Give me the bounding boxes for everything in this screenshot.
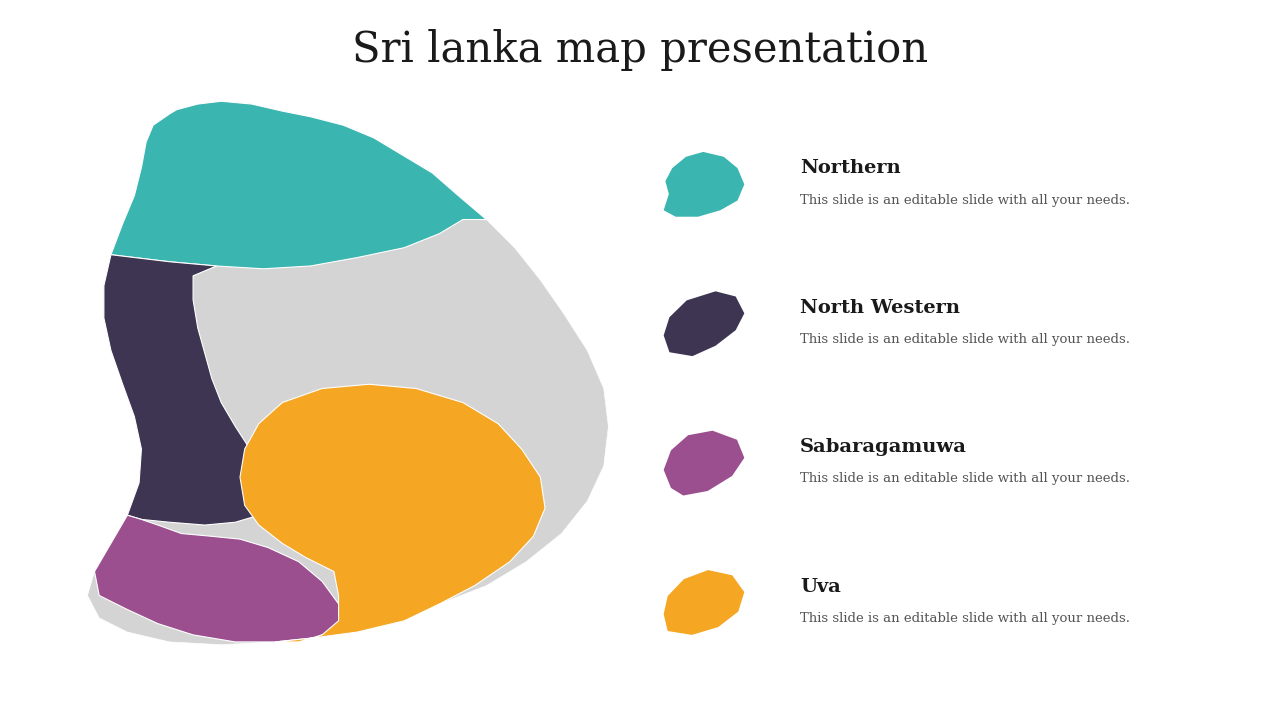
- Polygon shape: [104, 255, 275, 525]
- Text: Sabaragamuwa: Sabaragamuwa: [800, 438, 966, 456]
- Text: Sri lanka map presentation: Sri lanka map presentation: [352, 29, 928, 71]
- Polygon shape: [664, 152, 745, 217]
- Polygon shape: [239, 384, 545, 642]
- Polygon shape: [95, 516, 338, 642]
- Text: This slide is an editable slide with all your needs.: This slide is an editable slide with all…: [800, 194, 1130, 207]
- Text: This slide is an editable slide with all your needs.: This slide is an editable slide with all…: [800, 472, 1130, 485]
- Text: This slide is an editable slide with all your needs.: This slide is an editable slide with all…: [800, 333, 1130, 346]
- Text: This slide is an editable slide with all your needs.: This slide is an editable slide with all…: [800, 612, 1130, 625]
- Polygon shape: [664, 292, 745, 356]
- Polygon shape: [664, 431, 745, 495]
- Text: North Western: North Western: [800, 299, 960, 317]
- Polygon shape: [111, 102, 486, 269]
- Polygon shape: [87, 102, 608, 644]
- Text: Uva: Uva: [800, 577, 841, 595]
- Polygon shape: [664, 570, 745, 635]
- Text: Northern: Northern: [800, 159, 901, 177]
